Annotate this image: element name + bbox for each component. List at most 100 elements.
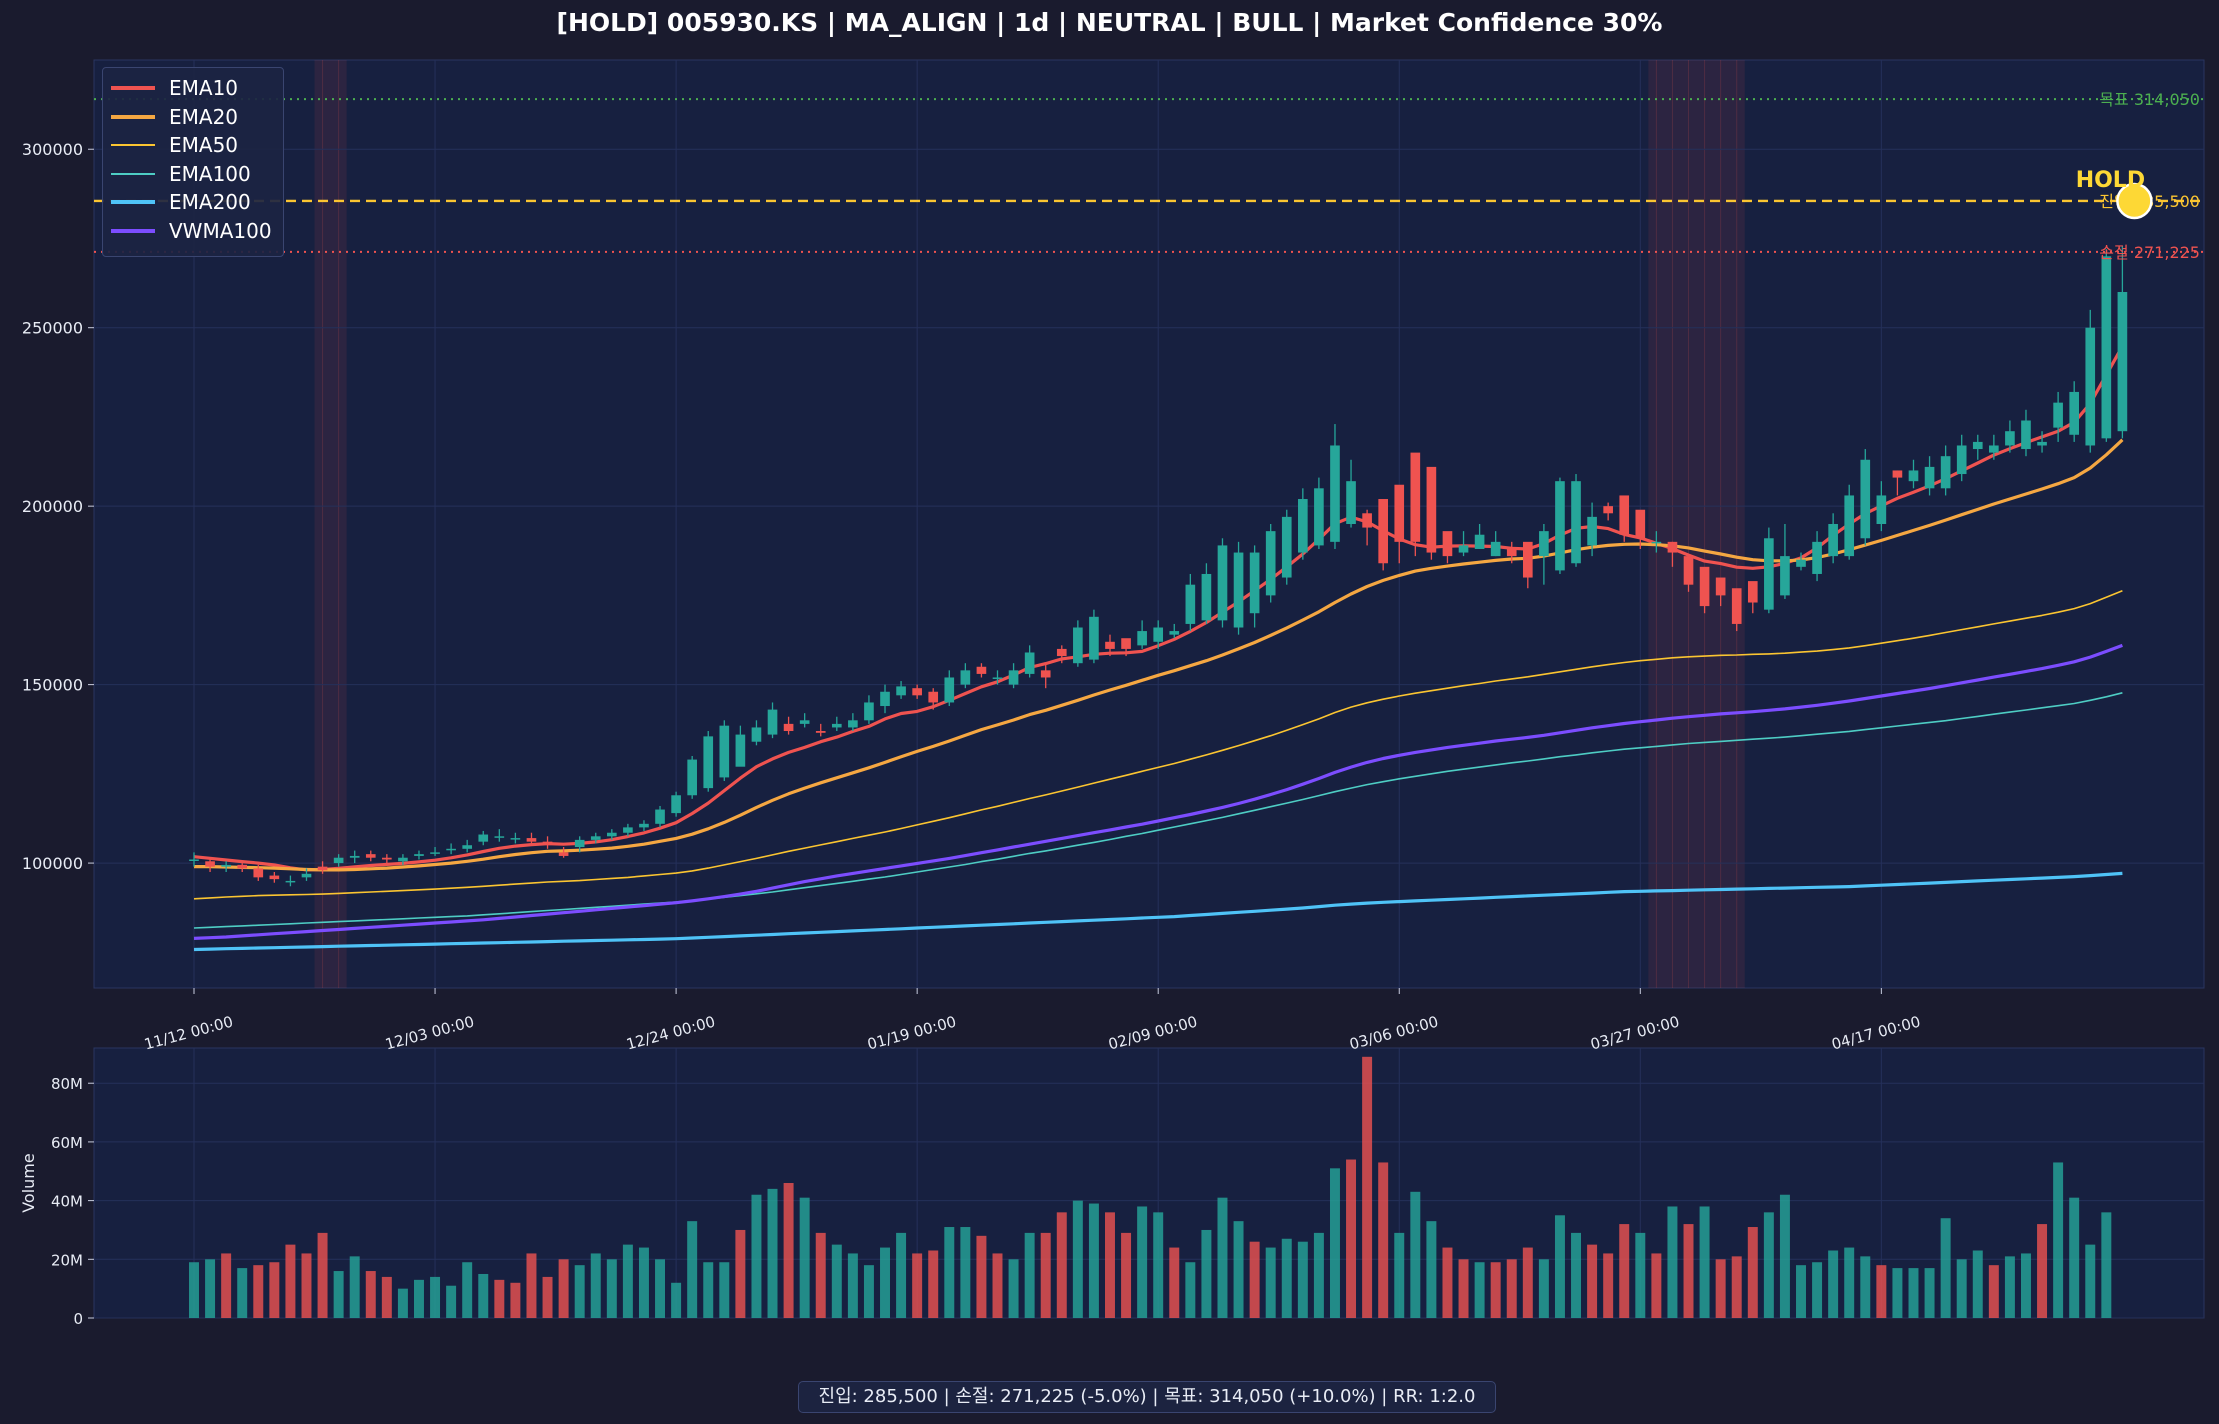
candle-body xyxy=(510,838,521,840)
candle-body xyxy=(1812,541,1822,574)
candle-body xyxy=(1073,627,1083,664)
volume-bar xyxy=(1346,1159,1357,1318)
volume-bar xyxy=(1956,1259,1967,1318)
candle-body xyxy=(639,823,649,828)
x-axis: 11/12 00:00 12/03 00:00 12/24 00:00 01/19 0… xyxy=(142,988,1922,1053)
candle-body xyxy=(221,864,231,867)
legend: EMA10 EMA20 EMA50 EMA100 EMA200 VWMA100 xyxy=(102,67,284,257)
volume-bar xyxy=(912,1253,923,1318)
price-tick-label: 200000 xyxy=(22,497,83,516)
candle-body xyxy=(928,691,939,703)
legend-label: EMA100 xyxy=(169,161,251,186)
candle-body xyxy=(1989,445,1999,453)
candle-body xyxy=(1153,627,1164,642)
volume-bar xyxy=(2020,1253,2031,1318)
volume-bar xyxy=(799,1197,810,1318)
volume-bar xyxy=(1876,1265,1887,1318)
candle-body xyxy=(896,686,906,696)
candle-body xyxy=(349,855,360,858)
series-line-ema50 xyxy=(193,589,2123,900)
volume-bar xyxy=(333,1271,344,1318)
candle-body xyxy=(1747,581,1758,603)
volume-bar xyxy=(638,1247,649,1318)
volume-bar xyxy=(205,1259,216,1318)
price-y-axis: 100000 150000 200000 250000 300000 xyxy=(22,140,94,873)
volume-bar xyxy=(1410,1191,1421,1318)
volume-bar xyxy=(237,1268,248,1318)
candle-body xyxy=(1587,516,1597,546)
candle-body xyxy=(1972,441,1983,450)
volume-bar xyxy=(1024,1232,1035,1318)
candle-body xyxy=(1667,541,1678,553)
candle-body xyxy=(1715,577,1726,596)
candle-body xyxy=(237,864,248,869)
volume-bar xyxy=(1763,1212,1774,1318)
volume-bar xyxy=(1651,1253,1662,1318)
candle-body xyxy=(815,731,826,733)
price-tick-label: 250000 xyxy=(22,319,83,338)
volume-bar xyxy=(1329,1168,1340,1318)
candle-body xyxy=(1490,541,1501,557)
candlesticks xyxy=(189,245,2128,887)
legend-swatch xyxy=(111,228,155,233)
highlight-layer xyxy=(314,60,1745,988)
volume-bar xyxy=(1506,1259,1517,1318)
volume-bar xyxy=(1153,1212,1164,1318)
x-tick-label: 04/17 00:00 xyxy=(1830,1012,1923,1053)
candle-body xyxy=(285,880,296,883)
candle-body xyxy=(1619,495,1630,535)
price-panel xyxy=(93,59,2205,989)
volume-bar xyxy=(558,1259,569,1318)
volume-bar xyxy=(478,1273,489,1318)
volume-bar xyxy=(1844,1247,1855,1318)
candle-body xyxy=(848,720,858,728)
volume-bar xyxy=(1699,1206,1710,1318)
candle-body xyxy=(671,795,681,814)
candle-body xyxy=(1924,466,1935,489)
candle-body xyxy=(2117,292,2128,432)
volume-bar xyxy=(189,1262,199,1318)
candle-body xyxy=(1876,495,1887,524)
signal-label: HOLD xyxy=(2076,168,2145,193)
volume-bar xyxy=(606,1259,617,1318)
candle-body xyxy=(1940,456,1951,489)
candle-body xyxy=(1571,481,1581,564)
volume-bar xyxy=(655,1259,666,1318)
hold-marker xyxy=(2116,182,2153,220)
candle-body xyxy=(1040,670,1051,678)
candle-body xyxy=(1474,534,1485,549)
volume-bar xyxy=(815,1232,826,1318)
series-line-ema200 xyxy=(193,871,2123,952)
x-tick-label: 12/03 00:00 xyxy=(383,1012,476,1053)
signal-marker: HOLD xyxy=(2076,168,2153,220)
candle-body xyxy=(2037,441,2047,446)
volume-bar xyxy=(1603,1253,1614,1318)
volume-bar xyxy=(1860,1256,1871,1318)
candle-body xyxy=(590,836,601,840)
candle-body xyxy=(1008,670,1019,685)
volume-bar xyxy=(397,1288,408,1318)
volume-bar xyxy=(1892,1268,1903,1318)
volume-bar xyxy=(1490,1262,1501,1318)
candle-body xyxy=(430,852,440,854)
candle-body xyxy=(912,688,922,696)
volume-bar xyxy=(1571,1232,1582,1318)
volume-bar xyxy=(1362,1056,1373,1318)
volume-bar xyxy=(269,1262,280,1318)
volume-bar xyxy=(1988,1265,1999,1318)
candle-body xyxy=(1169,631,1180,635)
legend-swatch xyxy=(111,114,155,119)
volume-bar xyxy=(1442,1247,1453,1318)
chart-title: [HOLD] 005930.KS | MA_ALIGN | 1d | NEUTR… xyxy=(556,8,1663,37)
volume-bar xyxy=(1779,1194,1790,1318)
candle-body xyxy=(1265,531,1276,596)
candle-body xyxy=(1281,516,1292,578)
volume-bar xyxy=(1924,1268,1935,1318)
candle-body xyxy=(1442,531,1453,557)
candle-body xyxy=(494,836,505,838)
candle-body xyxy=(1362,513,1372,528)
volume-bar xyxy=(221,1253,232,1318)
legend-label: EMA200 xyxy=(169,190,251,215)
volume-bar xyxy=(1747,1227,1758,1318)
legend-swatch xyxy=(111,144,155,147)
